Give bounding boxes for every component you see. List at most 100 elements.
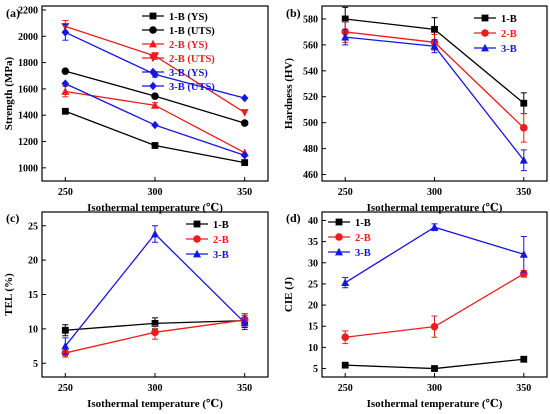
series-2 (341, 269, 528, 345)
legend-entry: 2-B (355, 233, 371, 244)
x-axis-title: Isothermal temperature (℃) (87, 398, 223, 410)
x-tick-label: 350 (516, 383, 531, 394)
series-line (65, 110, 245, 164)
data-point (430, 322, 439, 331)
series-3 (61, 225, 249, 355)
y-tick-label: 5 (33, 359, 38, 370)
legend-entry: 3-B (UTS) (169, 82, 215, 93)
legend: 1-B (YS) 1-B (UTS) 2-B (YS) 2-B (UTS) 3-B (Y… (142, 12, 215, 93)
data-point (341, 15, 349, 23)
legend-entry: 2-B (UTS) (169, 54, 215, 65)
legend-entry: 3-B (355, 248, 371, 259)
data-point (520, 355, 528, 363)
legend-swatch-marker (193, 249, 201, 258)
series-line (65, 31, 245, 99)
series-5 (61, 79, 249, 160)
y-tick-label: 2000 (18, 32, 38, 43)
y-tick-label: 15 (308, 322, 318, 333)
x-tick-label: 250 (338, 383, 353, 394)
series-line (345, 36, 525, 161)
data-point (341, 278, 350, 287)
data-point (61, 28, 70, 37)
data-point (61, 87, 70, 95)
data-point (520, 99, 528, 107)
y-tick-label: 1200 (18, 137, 38, 148)
y-tick-label: 25 (308, 279, 318, 290)
legend-entry: 1-B (UTS) (169, 26, 215, 37)
data-point (240, 119, 249, 127)
data-point (431, 25, 438, 33)
series-1 (341, 6, 528, 115)
legend-entry: 1-B (501, 14, 517, 25)
y-tick-label: 10 (28, 324, 38, 335)
data-point (430, 223, 439, 231)
data-point (151, 229, 159, 238)
data-point (61, 326, 69, 334)
legend-swatch-marker (193, 220, 201, 228)
y-tick-label: 20 (28, 256, 38, 267)
panel-label: (a) (6, 6, 20, 20)
x-tick-label: 250 (338, 187, 353, 198)
legend-swatch-marker (149, 39, 157, 48)
data-point (151, 328, 159, 337)
data-point (240, 151, 249, 160)
x-tick-label: 300 (427, 383, 442, 394)
legend-swatch-marker (149, 54, 157, 63)
legend-swatch-marker (335, 247, 343, 256)
legend-entry: 2-B (YS) (169, 40, 208, 51)
panel-label: (b) (286, 6, 301, 20)
data-point (151, 92, 159, 100)
series-3 (341, 223, 528, 289)
data-point (240, 109, 249, 117)
legend-entry: 1-B (213, 220, 229, 231)
x-tick-label: 350 (237, 187, 252, 198)
x-axis-title: Isothermal temperature (℃) (87, 202, 223, 214)
data-point (151, 101, 159, 109)
legend-swatch-marker (149, 81, 157, 91)
series-3 (341, 28, 528, 172)
y-tick-label: 20 (308, 301, 318, 312)
legend-swatch-marker (481, 14, 489, 22)
chart-panel-4: 250 300 350 5 10 15 20 25 30 35 40 Isothermal tempe… (283, 211, 548, 410)
legend-entry: 3-B (501, 44, 517, 55)
legend-swatch-marker (193, 235, 201, 243)
y-tick-label: 500 (303, 118, 318, 129)
x-tick-label: 350 (237, 383, 252, 394)
y-tick-label: 35 (308, 237, 318, 248)
legend-entry: 1-B (YS) (169, 12, 208, 23)
y-axis-title: Strength (MPa) (3, 56, 15, 130)
x-axis-title: Isothermal temperature (℃) (367, 398, 503, 410)
data-point (519, 250, 528, 258)
panel-label: (c) (6, 211, 19, 225)
y-tick-label: 480 (303, 144, 318, 155)
data-point (240, 93, 249, 103)
y-tick-label: 25 (28, 221, 38, 232)
series-1 (341, 355, 528, 372)
data-point (61, 79, 70, 88)
y-tick-label: 2200 (18, 5, 38, 16)
data-point (151, 319, 159, 327)
legend: 1-B 2-B 3-B (328, 218, 371, 259)
series-2 (61, 67, 249, 127)
chart-panel-1: 250 300 350 1000 1200 1400 1600 1800 2000 2200 Iso… (3, 5, 269, 214)
y-tick-label: 540 (303, 66, 318, 77)
chart-panel-2: 250 300 350 460 480 500 520 540 560 580 Isothermal… (283, 5, 548, 214)
legend-entry: 3-B (YS) (169, 68, 208, 79)
y-tick-label: 580 (303, 14, 318, 25)
x-tick-label: 350 (516, 187, 531, 198)
data-point (430, 41, 439, 50)
data-point (341, 361, 349, 369)
legend-entry: 1-B (355, 218, 371, 229)
x-tick-label: 250 (58, 187, 73, 198)
legend-swatch-marker (481, 29, 489, 37)
legend-entry: 2-B (213, 235, 229, 246)
y-axis-title: TEL (%) (3, 273, 15, 316)
y-tick-label: 1000 (18, 163, 38, 174)
legend-swatch-marker (149, 12, 157, 20)
y-tick-label: 15 (28, 290, 38, 301)
y-tick-label: 520 (303, 92, 318, 103)
y-tick-label: 1600 (18, 84, 38, 95)
panel-label: (d) (286, 211, 301, 225)
series-line (344, 226, 524, 284)
